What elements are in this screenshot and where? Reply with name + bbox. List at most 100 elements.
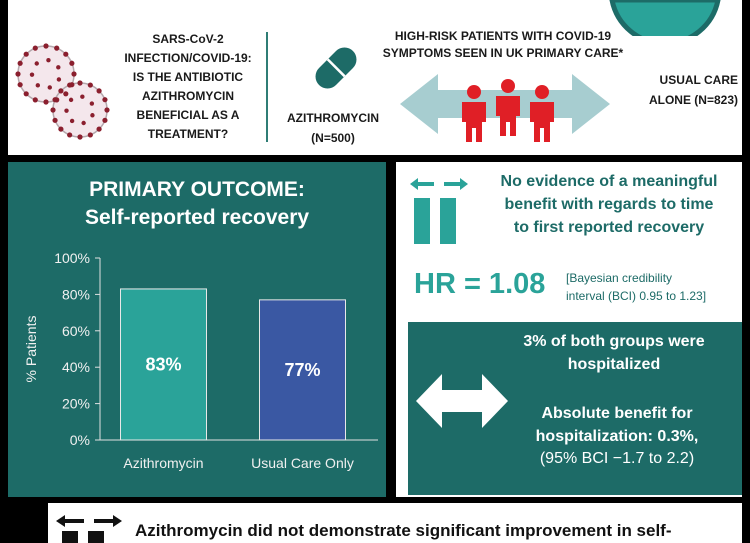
- virus-spike: [43, 99, 49, 105]
- benefit-interval: (95% BCI −1.7 to 2.2): [539, 450, 695, 467]
- chart-title: PRIMARY OUTCOME: Self-reported recovery: [8, 176, 386, 232]
- question-line: IS THE ANTIBIOTIC: [132, 70, 244, 84]
- hospitalized-statement: 3% of both groups were hospitalized: [498, 330, 730, 376]
- bar: [259, 299, 346, 441]
- virus-spike: [58, 126, 64, 132]
- logo-circle: [609, 0, 721, 36]
- y-tick-label: 0%: [70, 432, 90, 448]
- virus-spike: [35, 83, 41, 88]
- pill-icon: [315, 47, 357, 89]
- virus-spike: [56, 77, 62, 82]
- double-arrow-icon: [410, 178, 468, 190]
- arm-line: (N=500): [311, 131, 355, 145]
- question-line: AZITHROMYCIN: [142, 89, 234, 103]
- virus-spike: [47, 85, 52, 90]
- virus-spike: [102, 117, 108, 123]
- virus-spike: [87, 132, 93, 138]
- virus-spike: [96, 126, 102, 132]
- bci-line: interval (BCI) 0.95 to 1.23]: [566, 289, 707, 303]
- conclusion-panel: Azithromycin did not demonstrate signifi…: [48, 503, 742, 543]
- evidence-statement: No evidence of a meaningful benefit with…: [484, 170, 734, 239]
- virus-spike: [77, 80, 83, 86]
- hosp-line: 3% of both groups were: [523, 333, 705, 350]
- virus-spike: [23, 91, 29, 97]
- virus-spike: [52, 117, 58, 123]
- evidence-line: to first reported recovery: [513, 219, 705, 236]
- virus-spike: [69, 60, 75, 66]
- virus-spike: [104, 107, 110, 113]
- question-line: INFECTION/COVID-19:: [124, 51, 252, 65]
- bar: [120, 288, 207, 441]
- hosp-line: hospitalized: [567, 356, 661, 373]
- virus-spike: [63, 91, 69, 97]
- virus-spike: [32, 45, 38, 51]
- y-tick-label: 100%: [54, 250, 90, 266]
- arm-line: AZITHROMYCIN: [287, 111, 379, 125]
- virus-spike: [15, 71, 21, 77]
- hazard-ratio: HR = 1.08: [414, 268, 546, 300]
- conclusion-text: Azithromycin did not demonstrate signifi…: [135, 521, 672, 540]
- y-tick-label: 20%: [62, 396, 90, 412]
- bar-data-label: 77%: [284, 360, 320, 380]
- header-divider: [266, 32, 268, 142]
- evidence-line: benefit with regards to time: [504, 196, 714, 213]
- equal-icon: [62, 531, 104, 543]
- arm-line: ALONE (N=823): [648, 93, 738, 107]
- bci-line: [Bayesian credibility: [566, 271, 673, 285]
- y-axis-label: % Patients: [23, 316, 39, 383]
- virus-spike: [17, 60, 23, 66]
- y-tick-label: 80%: [62, 286, 90, 302]
- absolute-benefit: Absolute benefit for hospitalization: 0.…: [504, 402, 730, 448]
- virus-spike: [67, 82, 73, 88]
- virus-spike: [50, 107, 56, 113]
- virus-spike: [90, 113, 95, 118]
- virus-spike: [54, 45, 60, 51]
- hosp-line: Absolute benefit for: [541, 405, 693, 422]
- study-header-panel: SARS-CoV-2 INFECTION/COVID-19: IS THE AN…: [8, 0, 742, 155]
- double-arrow-icon: [416, 374, 508, 428]
- virus-spike: [17, 82, 23, 88]
- chart-title-line: PRIMARY OUTCOME:: [89, 178, 305, 201]
- azithromycin-arm-label: AZITHROMYCIN (N=500): [278, 108, 388, 148]
- x-tick-label: Usual Care Only: [251, 455, 354, 471]
- virus-spike: [81, 120, 86, 126]
- virus-spike: [71, 71, 77, 77]
- virus-spike: [68, 97, 74, 103]
- population-title: HIGH-RISK PATIENTS WITH COVID-19 SYMPTOM…: [358, 28, 648, 62]
- virus-spike: [58, 88, 64, 94]
- hospitalization-panel: 3% of both groups were hospitalized Abso…: [408, 322, 742, 495]
- virus-spike: [69, 118, 75, 124]
- virus-spike: [52, 97, 58, 103]
- virus-spike: [32, 97, 38, 103]
- virus-spike: [23, 51, 29, 57]
- chart-subtitle: Self-reported recovery: [84, 206, 310, 229]
- arm-line: USUAL CARE: [659, 73, 738, 87]
- primary-outcome-panel: PRIMARY OUTCOME: Self-reported recovery …: [8, 162, 386, 497]
- equal-icon: [414, 198, 456, 244]
- hosp-line: hospitalization: 0.3%,: [535, 428, 699, 445]
- x-tick-label: Azithromycin: [123, 455, 203, 471]
- credibility-interval: [Bayesian credibility interval (BCI) 0.9…: [566, 269, 738, 305]
- virus-spike: [80, 94, 85, 99]
- virus-spike: [67, 132, 73, 138]
- usual-care-arm-label: USUAL CARE ALONE (N=823): [620, 70, 738, 110]
- double-arrow-icon: [56, 515, 122, 527]
- virus-spike: [56, 65, 61, 70]
- virus-spike: [43, 43, 49, 49]
- bar-data-label: 83%: [145, 354, 181, 374]
- virus-spike: [102, 97, 108, 103]
- population-line: HIGH-RISK PATIENTS WITH COVID-19: [394, 29, 612, 43]
- virus-spike: [29, 72, 35, 77]
- population-line: SYMPTOMS SEEN IN UK PRIMARY CARE*: [382, 46, 624, 60]
- virus-icon: [15, 43, 110, 140]
- question-line: TREATMENT?: [147, 127, 229, 141]
- virus-spike: [64, 108, 69, 113]
- people-icon: [462, 79, 554, 142]
- virus-spike: [89, 101, 95, 106]
- question-line: BENEFICIAL AS A: [136, 108, 240, 122]
- evidence-line: No evidence of a meaningful: [500, 173, 718, 190]
- y-tick-label: 60%: [62, 323, 90, 339]
- virus-spike: [46, 58, 51, 63]
- virus-spike: [63, 51, 69, 57]
- study-question: SARS-CoV-2 INFECTION/COVID-19: IS THE AN…: [108, 30, 268, 144]
